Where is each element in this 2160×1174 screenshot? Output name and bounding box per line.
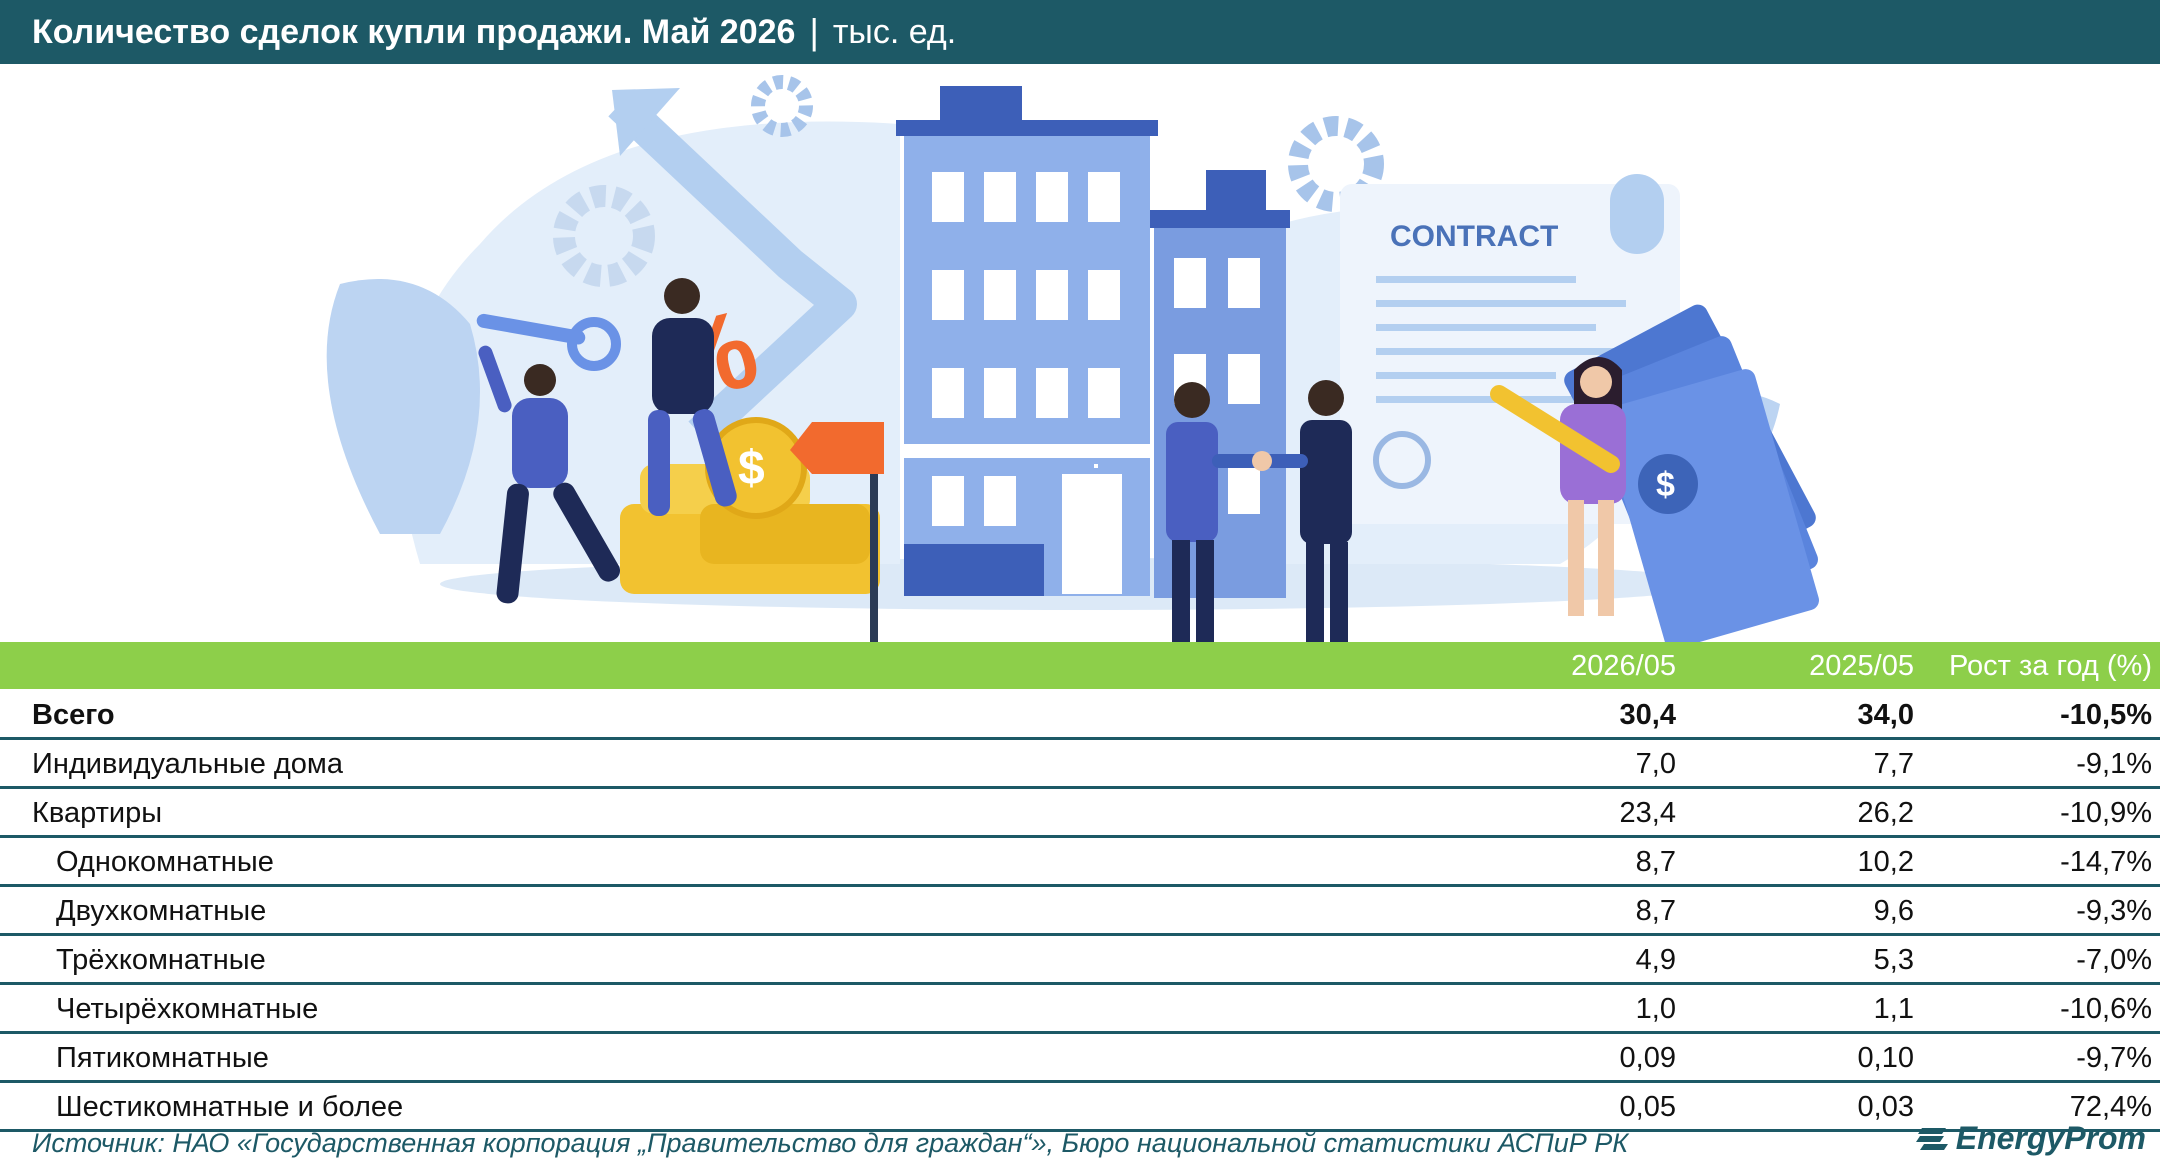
row-label: Четырёхкомнатные	[56, 993, 319, 1025]
value-cell: 10,2	[1857, 846, 1914, 878]
value-cell: 0,10	[1857, 1042, 1914, 1074]
growth-cell: -10,5%	[2060, 699, 2152, 731]
value-cell: 5,3	[1873, 944, 1914, 976]
table-row: Двухкомнатные 8,7 9,6 -9,3%	[0, 887, 2160, 936]
flag-sign	[790, 422, 884, 474]
arrow-up-icon	[608, 88, 857, 447]
value-cell: 7,0	[1635, 748, 1676, 780]
gear-icon	[751, 75, 813, 137]
title-unit: тыс. ед.	[832, 12, 957, 51]
table-header: 2026/05 2025/05 Рост за год (%)	[0, 642, 2160, 689]
growth-cell: -9,1%	[2076, 748, 2152, 780]
value-cell: 9,6	[1873, 895, 1914, 927]
energyprom-logo: EnergyProm	[1915, 1120, 2146, 1157]
table-row: Всего 30,4 34,0 -10,5%	[0, 691, 2160, 740]
title-bar: Количество сделок купли продажи. Май 202…	[0, 0, 2160, 64]
growth-cell: -14,7%	[2060, 846, 2152, 878]
column-header-2026: 2026/05	[1571, 650, 1676, 682]
row-label: Всего	[32, 699, 115, 731]
value-cell: 4,9	[1635, 944, 1676, 976]
gear-icon	[553, 185, 655, 287]
value-cell: 7,7	[1873, 748, 1914, 780]
column-header-2025: 2025/05	[1809, 650, 1914, 682]
value-cell: 23,4	[1619, 797, 1676, 829]
title-separator: |	[809, 11, 819, 52]
growth-cell: 72,4%	[2069, 1091, 2152, 1123]
value-cell: 30,4	[1619, 699, 1676, 731]
table-row: Однокомнатные 8,7 10,2 -14,7%	[0, 838, 2160, 887]
value-cell: 1,1	[1873, 993, 1914, 1025]
row-label: Однокомнатные	[56, 846, 274, 878]
growth-cell: -9,3%	[2076, 895, 2152, 927]
person-on-coins	[648, 278, 737, 516]
row-label: Пятикомнатные	[56, 1042, 269, 1074]
contract-title: CONTRACT	[1390, 220, 1558, 253]
value-cell: 26,2	[1857, 797, 1914, 829]
value-cell: 0,03	[1857, 1091, 1914, 1123]
row-label: Индивидуальные дома	[32, 748, 343, 780]
column-header-growth: Рост за год (%)	[1948, 650, 2152, 682]
dollar-icon: $	[1656, 466, 1675, 504]
value-cell: 8,7	[1635, 895, 1676, 927]
logo-text: EnergyProm	[1955, 1120, 2146, 1156]
table-row: Индивидуальные дома 7,0 7,7 -9,1%	[0, 740, 2160, 789]
woman-with-pencil	[1490, 357, 1626, 616]
growth-cell: -10,6%	[2060, 993, 2152, 1025]
businessmen-handshake	[1166, 380, 1352, 642]
person-with-key	[478, 345, 620, 604]
row-label: Шестикомнатные и более	[56, 1091, 404, 1123]
money-stack: $	[1564, 304, 1819, 642]
row-label: Двухкомнатные	[56, 895, 267, 927]
value-cell: 0,05	[1619, 1091, 1676, 1123]
building-windows	[932, 172, 1260, 526]
page-title: Количество сделок купли продажи. Май 202…	[32, 12, 796, 51]
table-row: Трёхкомнатные 4,9 5,3 -7,0%	[0, 936, 2160, 985]
value-cell: 0,09	[1619, 1042, 1676, 1074]
value-cell: 1,0	[1635, 993, 1676, 1025]
real-estate-illustration: CONTRACT $ $ %	[326, 75, 1819, 642]
key-icon	[476, 313, 621, 371]
growth-cell: -7,0%	[2076, 944, 2152, 976]
coin-dollar-icon: $	[738, 442, 765, 495]
source-note: Источник: НАО «Государственная корпораци…	[32, 1128, 1629, 1158]
row-label: Трёхкомнатные	[56, 944, 266, 976]
logo-icon	[1915, 1127, 1948, 1150]
table-row: Квартиры 23,4 26,2 -10,9%	[0, 789, 2160, 838]
growth-cell: -10,9%	[2060, 797, 2152, 829]
gear-icon	[1288, 116, 1384, 212]
table-row: Четырёхкомнатные 1,0 1,1 -10,6%	[0, 985, 2160, 1034]
growth-cell: -9,7%	[2076, 1042, 2152, 1074]
table-row: Шестикомнатные и более 0,05 0,03 72,4%	[0, 1083, 2160, 1132]
table-row: Пятикомнатные 0,09 0,10 -9,7%	[0, 1034, 2160, 1083]
row-label: Квартиры	[32, 797, 163, 829]
value-cell: 8,7	[1635, 846, 1676, 878]
value-cell: 34,0	[1857, 699, 1914, 731]
